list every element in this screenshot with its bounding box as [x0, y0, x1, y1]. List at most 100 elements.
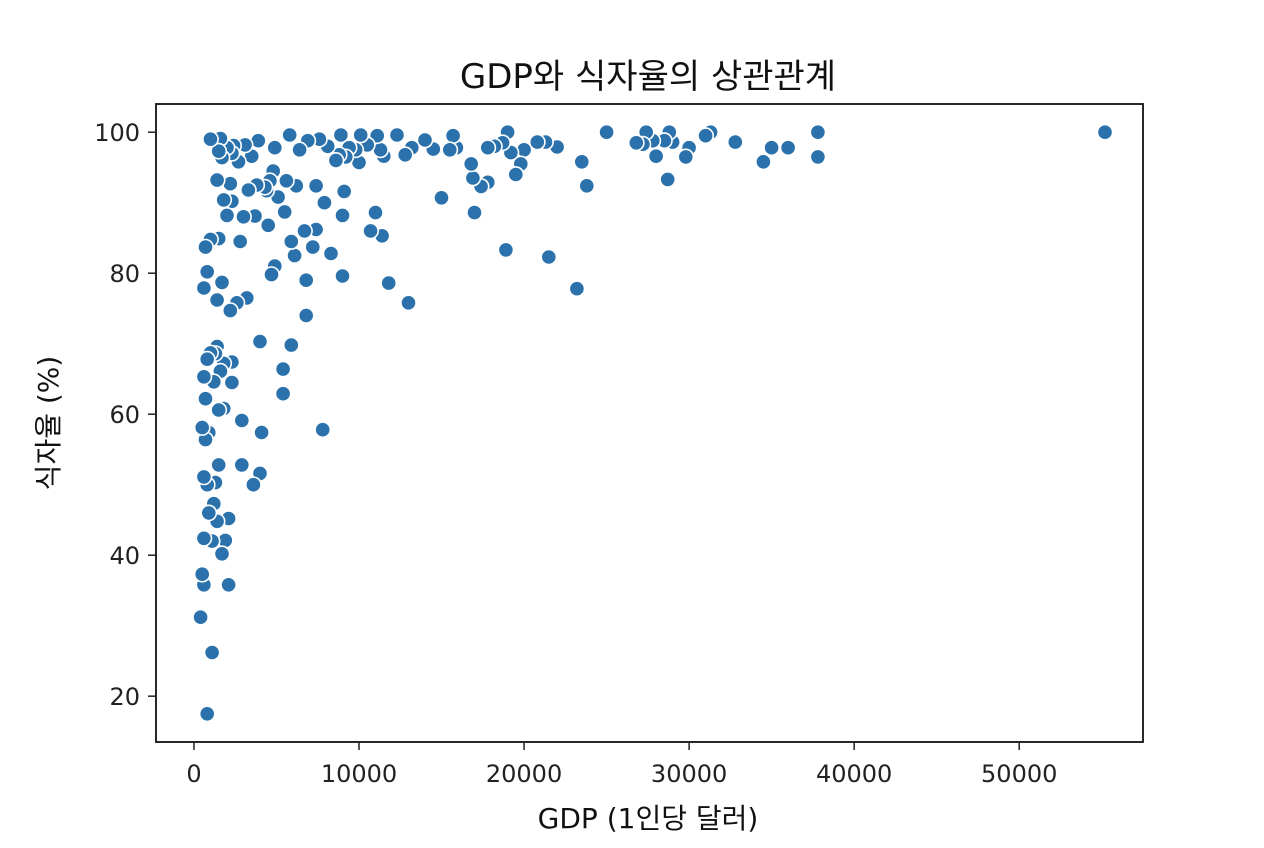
scatter-point — [221, 302, 239, 319]
scatter-point — [441, 141, 459, 159]
x-tick-label: 50000 — [981, 760, 1057, 788]
x-axis-label: GDP (1인당 달러) — [538, 802, 759, 835]
scatter-point — [282, 336, 300, 354]
x-tick-label: 40000 — [816, 760, 892, 788]
scatter-point — [400, 294, 417, 312]
x-tick-label: 10000 — [321, 760, 397, 788]
scatter-point — [416, 131, 434, 149]
scatter-point — [220, 576, 237, 594]
scatter-point — [197, 238, 214, 256]
scatter-point — [726, 133, 744, 151]
scatter-point — [335, 182, 353, 200]
scatter-point — [233, 412, 251, 429]
scatter-point — [282, 233, 300, 250]
scatter-point — [193, 419, 211, 436]
scatter-point — [479, 139, 497, 157]
x-tick-label: 30000 — [651, 760, 727, 788]
scatter-point — [208, 171, 226, 189]
scatter-point — [239, 181, 257, 199]
scatter-point — [192, 608, 209, 626]
scatter-point — [304, 238, 322, 256]
scatter-point — [297, 271, 315, 289]
scatter-point — [266, 139, 284, 157]
scatter-point — [507, 166, 525, 183]
scatter-point — [195, 529, 213, 547]
y-tick-label: 100 — [94, 119, 140, 147]
scatter-point — [244, 476, 262, 494]
scatter-point — [253, 424, 270, 441]
scatter-point — [297, 307, 315, 324]
scatter-point — [334, 206, 351, 224]
y-axis: 20 40 60 80 100 — [94, 119, 156, 711]
scatter-point — [540, 248, 558, 266]
scatter-point — [528, 133, 546, 151]
plot-area — [155, 103, 1144, 743]
scatter-point — [1096, 123, 1114, 141]
scatter-point — [200, 504, 218, 522]
scatter-point — [334, 267, 351, 285]
scatter-point — [314, 421, 332, 439]
scatter-point — [322, 245, 340, 262]
scatter-point — [215, 191, 233, 209]
scatter-point — [444, 127, 462, 145]
scatter-point — [281, 126, 299, 144]
scatter-point — [274, 385, 292, 403]
scatter-point — [464, 169, 482, 187]
scatter-point — [497, 241, 515, 259]
scatter-point — [195, 279, 213, 297]
scatter-point — [380, 274, 398, 292]
scatter-point — [568, 280, 586, 298]
scatter-point — [396, 146, 414, 164]
scatter-point — [210, 401, 228, 419]
scatter-point — [277, 172, 295, 190]
scatter-point — [195, 368, 213, 386]
scatter-point — [210, 142, 228, 160]
x-axis: 0 10000 20000 30000 40000 50000 — [186, 742, 1057, 788]
scatter-point — [315, 194, 333, 212]
scatter-point — [462, 155, 480, 173]
scatter-point — [218, 206, 236, 224]
y-tick-label: 20 — [109, 683, 140, 711]
scatter-point — [213, 545, 231, 563]
scatter-point — [263, 266, 280, 283]
scatter-point — [291, 141, 308, 159]
x-tick-label: 0 — [186, 760, 201, 788]
scatter-point — [573, 153, 591, 171]
y-tick-label: 60 — [109, 401, 140, 429]
scatter-point — [809, 148, 827, 166]
scatter-point — [208, 291, 226, 309]
scatter-point — [779, 139, 797, 157]
scatter-point — [276, 203, 294, 221]
y-tick-label: 40 — [109, 542, 140, 570]
scatter-point — [259, 216, 277, 234]
scatter-point — [763, 139, 780, 157]
scatter-point — [677, 148, 695, 166]
scatter-point — [332, 126, 350, 144]
scatter-point — [223, 374, 241, 391]
scatter-point — [296, 222, 313, 240]
scatter-point — [235, 208, 252, 226]
scatter-point — [193, 565, 211, 583]
scatter-point — [362, 222, 379, 240]
y-axis-label: 식자율 (%) — [32, 356, 65, 491]
scatter-point — [274, 360, 292, 378]
scatter-point — [286, 247, 303, 264]
scatter-point — [231, 233, 249, 250]
scatter-point — [203, 644, 221, 661]
scatter-point — [578, 177, 596, 195]
scatter-point — [598, 123, 615, 141]
scatter-point — [210, 456, 228, 474]
scatter-point — [198, 263, 216, 281]
scatter-point — [213, 273, 231, 291]
scatter-point — [327, 151, 345, 169]
scatter-point — [809, 123, 827, 141]
scatter-point — [307, 177, 325, 195]
scatter-point — [352, 126, 370, 144]
y-tick-label: 80 — [109, 260, 140, 288]
x-tick-label: 20000 — [486, 760, 562, 788]
scatter-point — [466, 204, 483, 221]
scatter-point — [195, 468, 213, 486]
scatter-point — [197, 390, 214, 408]
